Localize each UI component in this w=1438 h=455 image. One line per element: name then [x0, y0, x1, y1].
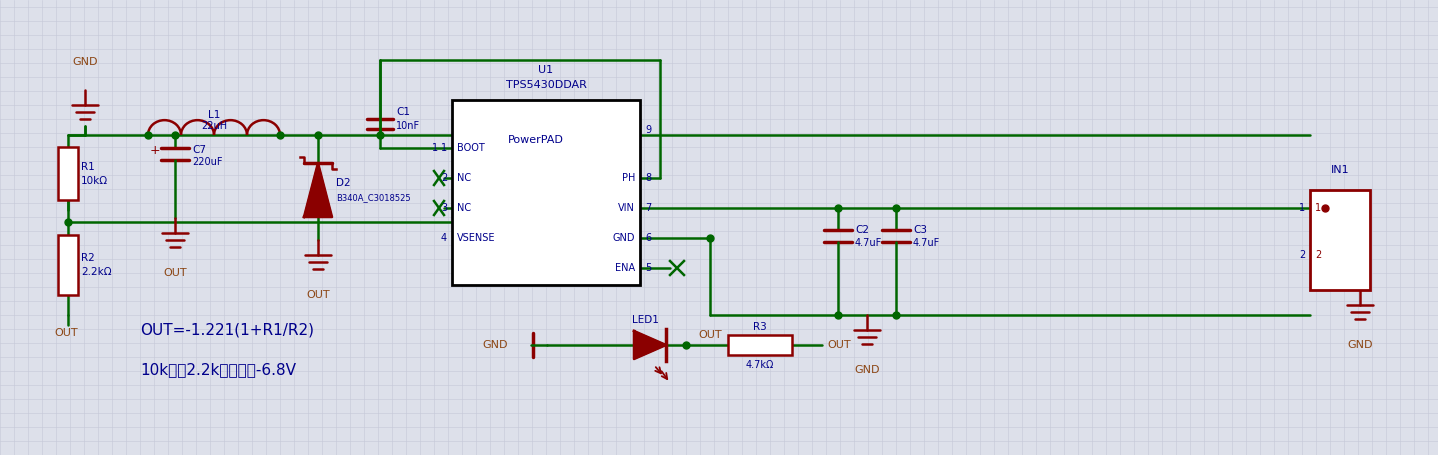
Text: PowerPAD: PowerPAD: [508, 135, 564, 145]
Text: GND: GND: [72, 57, 98, 67]
Text: 10kΩ: 10kΩ: [81, 176, 108, 186]
Text: GND: GND: [854, 365, 880, 375]
Text: 4: 4: [441, 233, 447, 243]
Text: PH: PH: [621, 173, 636, 183]
Text: IN1: IN1: [1330, 165, 1349, 175]
Bar: [728, 335, 792, 355]
Text: 1: 1: [441, 143, 447, 153]
Polygon shape: [634, 331, 666, 359]
Text: OUT: OUT: [306, 290, 329, 300]
Text: 22uH: 22uH: [201, 121, 227, 131]
Text: 1: 1: [1314, 203, 1322, 213]
Text: C3: C3: [913, 225, 928, 235]
Text: R1: R1: [81, 162, 95, 172]
Text: L1: L1: [209, 110, 220, 120]
Text: 3: 3: [441, 203, 447, 213]
Bar: [58, 235, 78, 295]
Text: 4.7uF: 4.7uF: [856, 238, 883, 248]
Text: VIN: VIN: [618, 203, 636, 213]
Text: 1: 1: [431, 143, 439, 153]
Text: LED1: LED1: [631, 315, 659, 325]
Text: OUT: OUT: [827, 340, 851, 350]
Text: C7: C7: [193, 145, 206, 155]
Text: 220uF: 220uF: [193, 157, 223, 167]
Text: BOOT: BOOT: [457, 143, 485, 153]
Text: GND: GND: [483, 340, 508, 350]
Text: 8: 8: [646, 173, 651, 183]
Text: 2: 2: [1299, 250, 1306, 260]
Text: 2: 2: [441, 173, 447, 183]
Text: 7: 7: [646, 203, 651, 213]
Text: R2: R2: [81, 253, 95, 263]
Text: TPS5430DDAR: TPS5430DDAR: [506, 80, 587, 90]
Text: B340A_C3018525: B340A_C3018525: [336, 193, 411, 202]
Text: R3: R3: [754, 322, 766, 332]
Text: 4.7uF: 4.7uF: [913, 238, 940, 248]
Text: 4.7kΩ: 4.7kΩ: [746, 360, 774, 370]
Text: +: +: [150, 145, 160, 157]
Text: NC: NC: [457, 173, 472, 183]
Text: ENA: ENA: [615, 263, 636, 273]
Text: 1: 1: [1299, 203, 1306, 213]
Text: OUT: OUT: [699, 330, 722, 340]
Bar: [452, 100, 640, 285]
Text: 2.2kΩ: 2.2kΩ: [81, 267, 112, 277]
Text: VSENSE: VSENSE: [457, 233, 496, 243]
Text: 9: 9: [646, 125, 651, 135]
Text: OUT: OUT: [162, 268, 187, 278]
Text: 5: 5: [646, 263, 651, 273]
Text: 10nF: 10nF: [395, 121, 420, 131]
Text: C2: C2: [856, 225, 869, 235]
Text: GND: GND: [613, 233, 636, 243]
Text: C1: C1: [395, 107, 410, 117]
Text: 6: 6: [646, 233, 651, 243]
Polygon shape: [303, 163, 332, 217]
Text: NC: NC: [457, 203, 472, 213]
Bar: [1310, 190, 1370, 290]
Text: U1: U1: [538, 65, 554, 75]
Text: 2: 2: [1314, 250, 1322, 260]
Text: 10k配上2.2k，输出为-6.8V: 10k配上2.2k，输出为-6.8V: [139, 363, 296, 378]
Text: D2: D2: [336, 178, 351, 188]
Text: GND: GND: [1347, 340, 1373, 350]
Text: OUT: OUT: [55, 328, 78, 338]
Bar: [58, 147, 78, 200]
Text: OUT=-1.221(1+R1/R2): OUT=-1.221(1+R1/R2): [139, 323, 313, 338]
